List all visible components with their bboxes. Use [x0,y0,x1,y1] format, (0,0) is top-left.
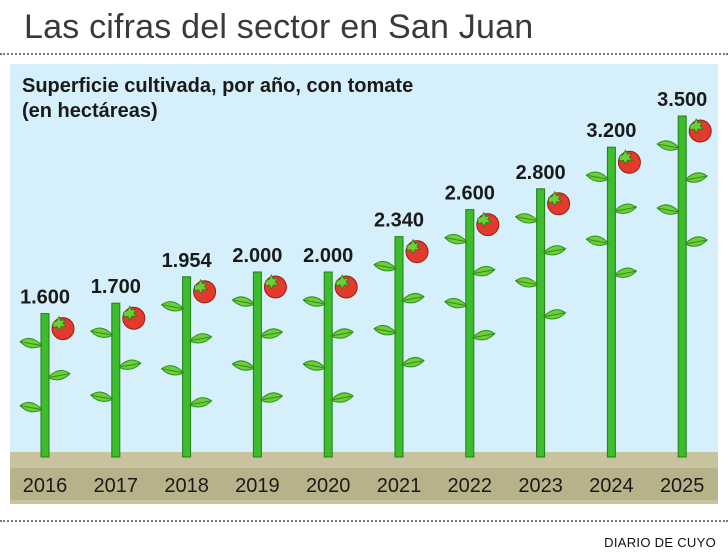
tomato-calyx-2024 [619,149,634,166]
tomato-calyx-2019 [265,274,280,290]
leaf-2021-1-vein [401,296,425,302]
axis-band [10,468,718,500]
leaf-2016-0-vein [19,341,43,347]
tomato-calyx-2025 [689,118,705,134]
year-label-2018: 2018 [164,475,209,497]
plant-stem-2023 [536,188,546,458]
value-label-2025: 3.500 [657,89,707,111]
leaf-2022-1-vein [472,269,495,275]
value-label-2021: 2.340 [374,210,424,232]
leaf-2019-1-vein [260,331,283,337]
leaf-2022-3-vein [472,333,495,339]
tomato-calyx-2018 [194,278,209,295]
value-label-2018: 1.954 [162,250,213,272]
value-label-2024: 3.200 [586,120,636,142]
year-label-2025: 2025 [660,475,705,497]
plant-stem-2020 [323,271,333,458]
leaf-2016-2-vein [19,405,43,411]
tomato-plant-chart: 1.600 2016 1.700 2017 1.954 2018 2.000 2019 2.00… [10,89,718,504]
year-label-2022: 2022 [448,475,493,497]
top-divider [0,53,728,55]
leaf-2020-0-vein [303,299,326,305]
leaf-2018-0-vein [161,304,184,310]
leaf-2024-0-vein [586,174,609,180]
leaf-2021-2-vein [373,328,397,334]
plant-stem-2024 [606,146,616,458]
headline: Las cifras del sector en San Juan [24,8,534,46]
plant-stem-2025 [677,115,687,458]
value-label-2019: 2.000 [232,245,282,267]
leaf-2017-1-vein [118,362,141,368]
leaf-2019-3-vein [260,395,283,401]
leaf-2023-2-vein [515,280,538,286]
bottom-divider [0,520,728,522]
tomato-calyx-2020 [335,274,351,290]
leaf-2018-1-vein [189,336,212,342]
value-label-2020: 2.000 [303,245,353,267]
year-label-2024: 2024 [589,475,634,497]
plant-stem-2021 [394,236,404,458]
plant-stem-2022 [465,209,475,458]
plant-stem-2018 [182,276,192,458]
leaf-2022-2-vein [444,301,467,307]
leaf-2016-1-vein [47,373,71,379]
year-label-2016: 2016 [23,475,68,497]
leaf-2024-1-vein [614,206,637,212]
leaf-2019-0-vein [232,299,255,305]
leaf-2023-0-vein [515,216,538,222]
leaf-2022-0-vein [444,237,467,243]
source-credit: DIARIO DE CUYO [604,535,716,550]
year-label-2023: 2023 [518,475,563,497]
tomato-calyx-2023 [548,190,563,207]
leaf-2019-2-vein [232,363,255,369]
plant-stem-2017 [111,302,121,458]
leaf-2017-0-vein [90,330,113,336]
tomato-calyx-2021 [406,238,421,255]
year-label-2019: 2019 [235,475,280,497]
leaf-2024-2-vein [586,238,609,244]
leaf-2025-1-vein [685,175,708,181]
value-label-2017: 1.700 [91,276,141,298]
leaf-2021-0-vein [373,264,397,270]
year-label-2021: 2021 [377,475,422,497]
leaf-2025-3-vein [685,239,708,245]
chart-panel: 1.600 2016 1.700 2017 1.954 2018 2.000 2019 2.00… [10,64,718,504]
leaf-2018-3-vein [189,400,212,406]
leaf-2021-3-vein [401,360,425,366]
value-label-2023: 2.800 [516,162,566,184]
tomato-calyx-2022 [477,211,492,228]
leaf-2023-1-vein [543,248,566,254]
leaf-2020-2-vein [303,363,326,369]
year-label-2017: 2017 [94,475,139,497]
plant-stem-2019 [252,271,262,458]
leaf-2023-3-vein [543,312,566,318]
tomato-calyx-2017 [123,305,138,322]
chart-title: Superficie cultivada, por año, con tomat… [22,75,414,122]
value-label-2016: 1.600 [20,287,70,309]
leaf-2025-2-vein [657,207,680,213]
year-label-2020: 2020 [306,475,351,497]
leaf-2020-3-vein [331,395,354,401]
leaf-2020-1-vein [331,331,354,337]
plant-stem-2016 [40,313,50,458]
leaf-2025-0-vein [657,143,680,149]
value-label-2022: 2.600 [445,183,495,205]
leaf-2018-2-vein [161,368,184,374]
leaf-2024-3-vein [614,270,637,276]
leaf-2017-2-vein [90,394,113,400]
tomato-calyx-2016 [52,315,67,332]
